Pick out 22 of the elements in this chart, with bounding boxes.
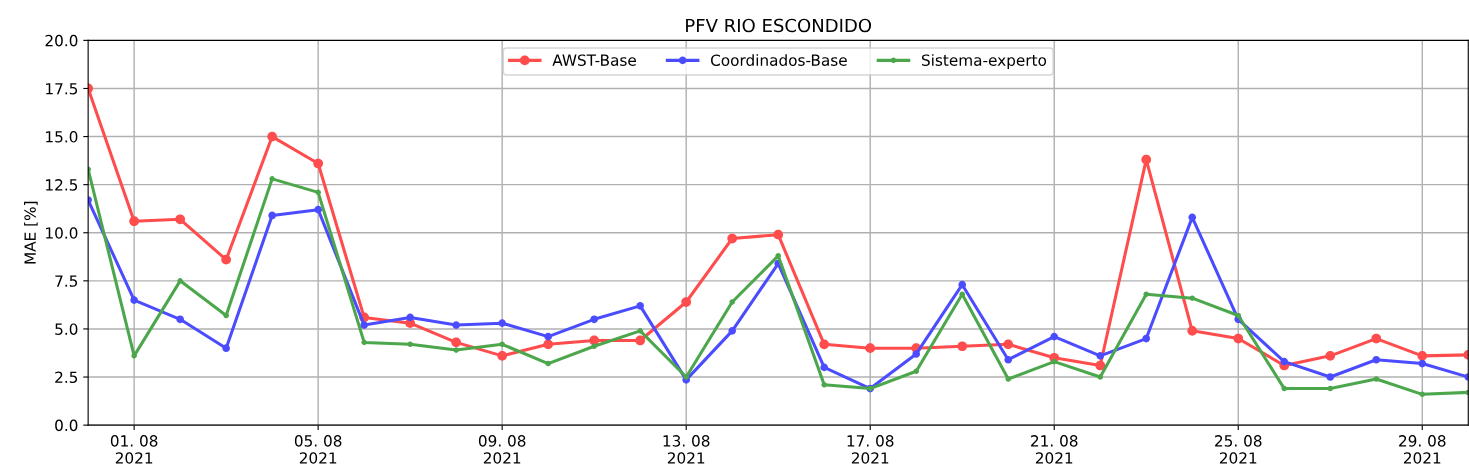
legend-label: AWST-Base	[552, 54, 636, 66]
x-tick-label: 17. 08 2021	[847, 435, 894, 464]
legend-label: Sistema-experto	[921, 54, 1047, 69]
y-tick-label: 2.5	[55, 371, 78, 384]
y-tick-label: 0.0	[55, 419, 78, 432]
x-tick-label: 01. 08 2021	[110, 435, 158, 464]
x-tick-label: 13. 08 2021	[663, 435, 710, 464]
legend-label: Coordinados-Base	[710, 54, 847, 66]
y-tick-label: 10.0	[46, 227, 78, 239]
y-tick-label: 7.5	[55, 275, 78, 287]
x-tick-label: 21. 08 2021	[1031, 435, 1078, 464]
y-tick-label: 5.0	[55, 323, 78, 335]
y-tick-label: 12.5	[46, 179, 78, 191]
x-tick-label: 29. 08 2021	[1399, 435, 1446, 464]
x-tick-label: 05. 08 2021	[294, 435, 342, 464]
y-tick-label: 20.0	[45, 34, 78, 47]
x-tick-label: 25. 08 2021	[1215, 435, 1262, 464]
x-tick-label: 09. 08 2021	[478, 435, 526, 464]
y-tick-label: 17.5	[46, 83, 78, 95]
y-axis-title: MAE [%]	[24, 201, 38, 264]
y-tick-label: 15.0	[46, 131, 78, 143]
chart-title: PFV RIO ESCONDIDO	[686, 18, 872, 33]
